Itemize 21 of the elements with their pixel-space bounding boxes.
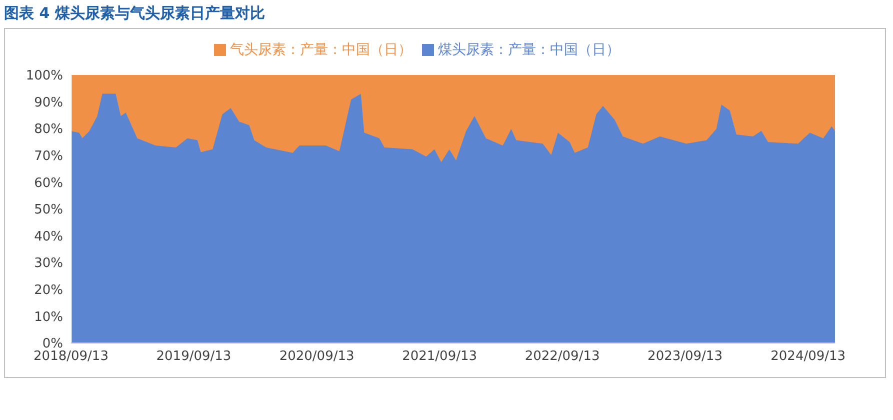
y-tick-label: 70% <box>34 149 63 164</box>
legend-label: 煤头尿素：产量：中国（日） <box>438 42 620 58</box>
chart-title: 图表 4 煤头尿素与气头尿素日产量对比 <box>4 3 266 24</box>
legend-label: 气头尿素：产量：中国（日） <box>230 42 412 58</box>
y-tick-label: 30% <box>34 256 63 272</box>
y-tick-label: 100% <box>26 68 63 84</box>
x-tick-label: 2022/09/13 <box>524 349 600 364</box>
x-tick-label: 2018/09/13 <box>34 349 108 364</box>
y-tick-label: 20% <box>34 283 63 298</box>
y-tick-label: 80% <box>34 122 63 138</box>
x-tick-label: 2024/09/13 <box>770 349 846 364</box>
y-tick-label: 0% <box>42 336 63 352</box>
x-tick-label: 2023/09/13 <box>648 349 722 364</box>
y-tick-label: 50% <box>34 202 63 218</box>
y-tick-label: 10% <box>34 310 63 325</box>
x-tick-label: 2019/09/13 <box>156 349 232 364</box>
x-tick-label: 2020/09/13 <box>279 349 354 364</box>
y-tick-label: 40% <box>34 229 63 244</box>
y-tick-label: 90% <box>34 95 63 110</box>
x-tick-label: 2021/09/13 <box>402 349 478 364</box>
y-tick-label: 60% <box>34 176 63 191</box>
